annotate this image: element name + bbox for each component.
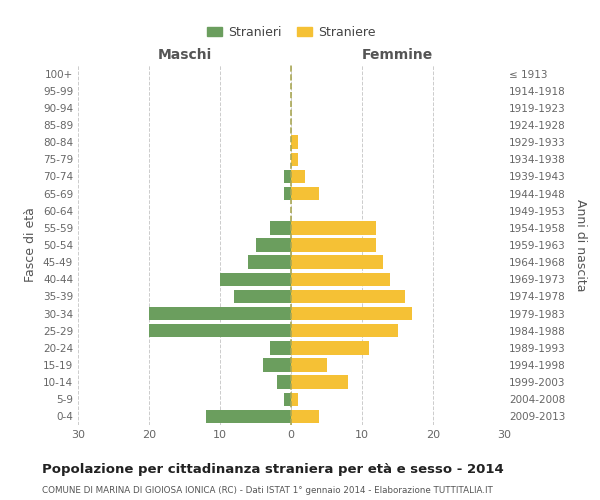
Bar bbox=[291, 290, 404, 303]
Bar bbox=[206, 410, 291, 423]
Bar bbox=[234, 290, 291, 303]
Y-axis label: Anni di nascita: Anni di nascita bbox=[574, 198, 587, 291]
Bar bbox=[291, 170, 305, 183]
Bar bbox=[284, 392, 291, 406]
Bar bbox=[291, 307, 412, 320]
Bar bbox=[291, 410, 319, 423]
Bar bbox=[256, 238, 291, 252]
Bar bbox=[291, 341, 369, 354]
Bar bbox=[291, 358, 326, 372]
Legend: Stranieri, Straniere: Stranieri, Straniere bbox=[202, 21, 380, 44]
Bar bbox=[248, 256, 291, 269]
Bar bbox=[291, 376, 348, 389]
Bar bbox=[270, 221, 291, 234]
Bar bbox=[263, 358, 291, 372]
Y-axis label: Fasce di età: Fasce di età bbox=[25, 208, 37, 282]
Bar bbox=[291, 324, 398, 338]
Bar bbox=[291, 221, 376, 234]
Bar bbox=[284, 187, 291, 200]
Bar bbox=[291, 187, 319, 200]
Bar bbox=[291, 256, 383, 269]
Bar bbox=[291, 392, 298, 406]
Bar bbox=[291, 238, 376, 252]
Bar bbox=[149, 307, 291, 320]
Text: Maschi: Maschi bbox=[157, 48, 212, 62]
Bar bbox=[220, 272, 291, 286]
Bar bbox=[270, 341, 291, 354]
Bar bbox=[291, 136, 298, 149]
Text: Femmine: Femmine bbox=[362, 48, 433, 62]
Bar bbox=[284, 170, 291, 183]
Text: Popolazione per cittadinanza straniera per età e sesso - 2014: Popolazione per cittadinanza straniera p… bbox=[42, 462, 504, 475]
Bar bbox=[149, 324, 291, 338]
Text: COMUNE DI MARINA DI GIOIOSA IONICA (RC) - Dati ISTAT 1° gennaio 2014 - Elaborazi: COMUNE DI MARINA DI GIOIOSA IONICA (RC) … bbox=[42, 486, 493, 495]
Bar bbox=[277, 376, 291, 389]
Bar bbox=[291, 152, 298, 166]
Bar bbox=[291, 272, 391, 286]
